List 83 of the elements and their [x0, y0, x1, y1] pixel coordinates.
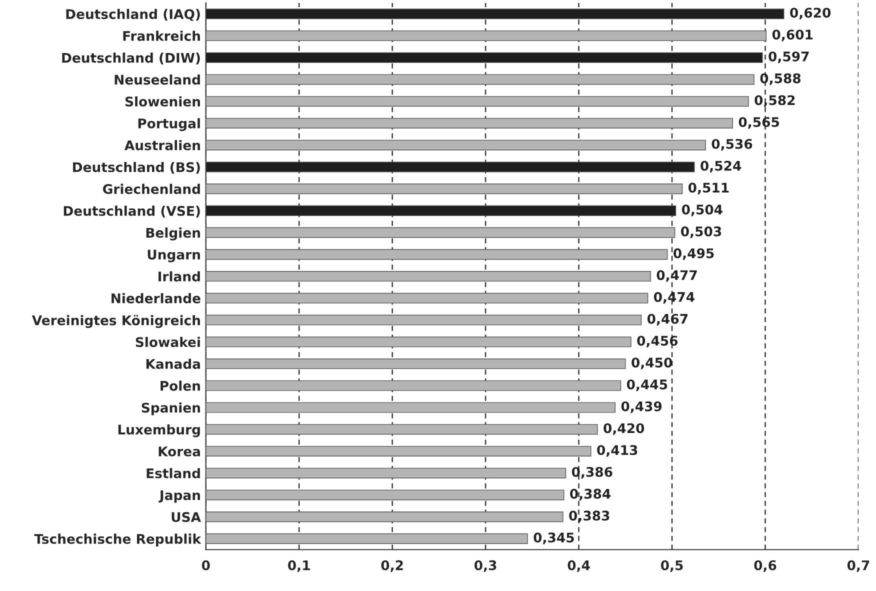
y-tick-label: Deutschland (VSE) [64, 206, 200, 218]
y-tick-label: Deutschland (BS) [73, 162, 200, 174]
y-tick-label: Spanien [142, 402, 200, 416]
bar [206, 30, 767, 42]
data-label: 0,601 [772, 30, 813, 42]
y-tick-label: Ungarn [148, 250, 200, 262]
data-label: 0,386 [572, 466, 612, 479]
bar [206, 402, 616, 413]
y-tick-label: Estland [146, 468, 200, 478]
x-tick-label: 0,1 [288, 560, 310, 572]
bar [206, 249, 668, 260]
bar [206, 490, 564, 500]
data-label: 0,536 [712, 138, 752, 151]
data-label: 0,383 [569, 510, 610, 522]
y-tick-label: Griechenland [103, 184, 200, 194]
bar [206, 184, 683, 194]
data-label: 0,456 [637, 336, 678, 348]
bar [206, 358, 626, 370]
bar [206, 512, 564, 522]
y-tick-label: Luxemburg [118, 424, 200, 438]
data-label: 0,384 [570, 488, 611, 500]
data-label: 0,450 [632, 358, 672, 370]
data-label: 0,474 [654, 292, 694, 304]
x-tick-label: 0,5 [660, 560, 683, 572]
bar [206, 162, 695, 172]
y-tick-label: Frankreich [123, 30, 200, 41]
bar [206, 424, 598, 435]
bar [206, 74, 754, 85]
bar [206, 446, 592, 456]
bar [206, 292, 648, 304]
data-label: 0,413 [597, 445, 638, 457]
data-label: 0,511 [688, 182, 729, 194]
bar [206, 468, 566, 478]
y-tick-label: USA [172, 512, 201, 522]
y-tick-label: Irland [158, 271, 200, 282]
data-label: 0,439 [621, 401, 662, 414]
y-tick-label: Neuseeland [114, 74, 200, 85]
y-tick-label: Slowakei [136, 336, 200, 348]
y-tick-label: Slowenien [125, 96, 200, 107]
y-tick-label: Kanada [146, 358, 200, 369]
data-label: 0,504 [682, 204, 722, 216]
bar [206, 380, 622, 391]
x-tick-label: 0,7 [847, 560, 870, 572]
data-label: 0,588 [760, 73, 801, 86]
data-label: 0,445 [626, 379, 668, 392]
y-tick-label: Deutschland (DIW) [62, 52, 200, 64]
data-label: 0,524 [700, 160, 742, 172]
data-label: 0,620 [790, 8, 831, 20]
data-label: 0,597 [768, 51, 809, 64]
x-tick-label: 0,6 [754, 560, 776, 572]
y-tick-label: Deutschland (IAQ) [66, 8, 200, 21]
data-label: 0,420 [604, 423, 644, 435]
data-label: 0,467 [647, 314, 688, 326]
data-label: 0,503 [681, 226, 722, 238]
bar [206, 205, 676, 216]
bar [206, 314, 642, 326]
bar [206, 8, 784, 20]
x-tick-label: 0,4 [568, 560, 590, 572]
y-tick-label: Portugal [138, 118, 200, 132]
bar [206, 118, 733, 128]
data-label: 0,477 [656, 270, 697, 282]
bar [206, 52, 763, 63]
bar [206, 227, 676, 238]
data-label: 0,495 [674, 248, 714, 260]
y-tick-label: Australien [124, 140, 200, 150]
data-label: 0,565 [738, 117, 779, 129]
bar [206, 533, 528, 544]
data-label: 0,582 [754, 95, 795, 107]
x-tick-label: 0 [202, 560, 210, 570]
bar [206, 336, 632, 348]
y-tick-label: Vereinigtes Königreich [32, 314, 200, 328]
y-tick-label: Belgien [146, 228, 200, 240]
bar [206, 96, 749, 107]
x-tick-label: 0,2 [381, 560, 403, 572]
y-tick-label: Japan [158, 490, 200, 503]
y-tick-label: Polen [160, 380, 200, 391]
data-label: 0,345 [534, 532, 574, 544]
x-tick-label: 0,3 [474, 560, 496, 572]
y-tick-label: Niederlande [112, 293, 200, 304]
y-tick-label: Korea [158, 446, 200, 456]
bar [206, 140, 706, 150]
y-tick-label: Tschechische Republik [34, 534, 202, 546]
bar [206, 271, 651, 282]
